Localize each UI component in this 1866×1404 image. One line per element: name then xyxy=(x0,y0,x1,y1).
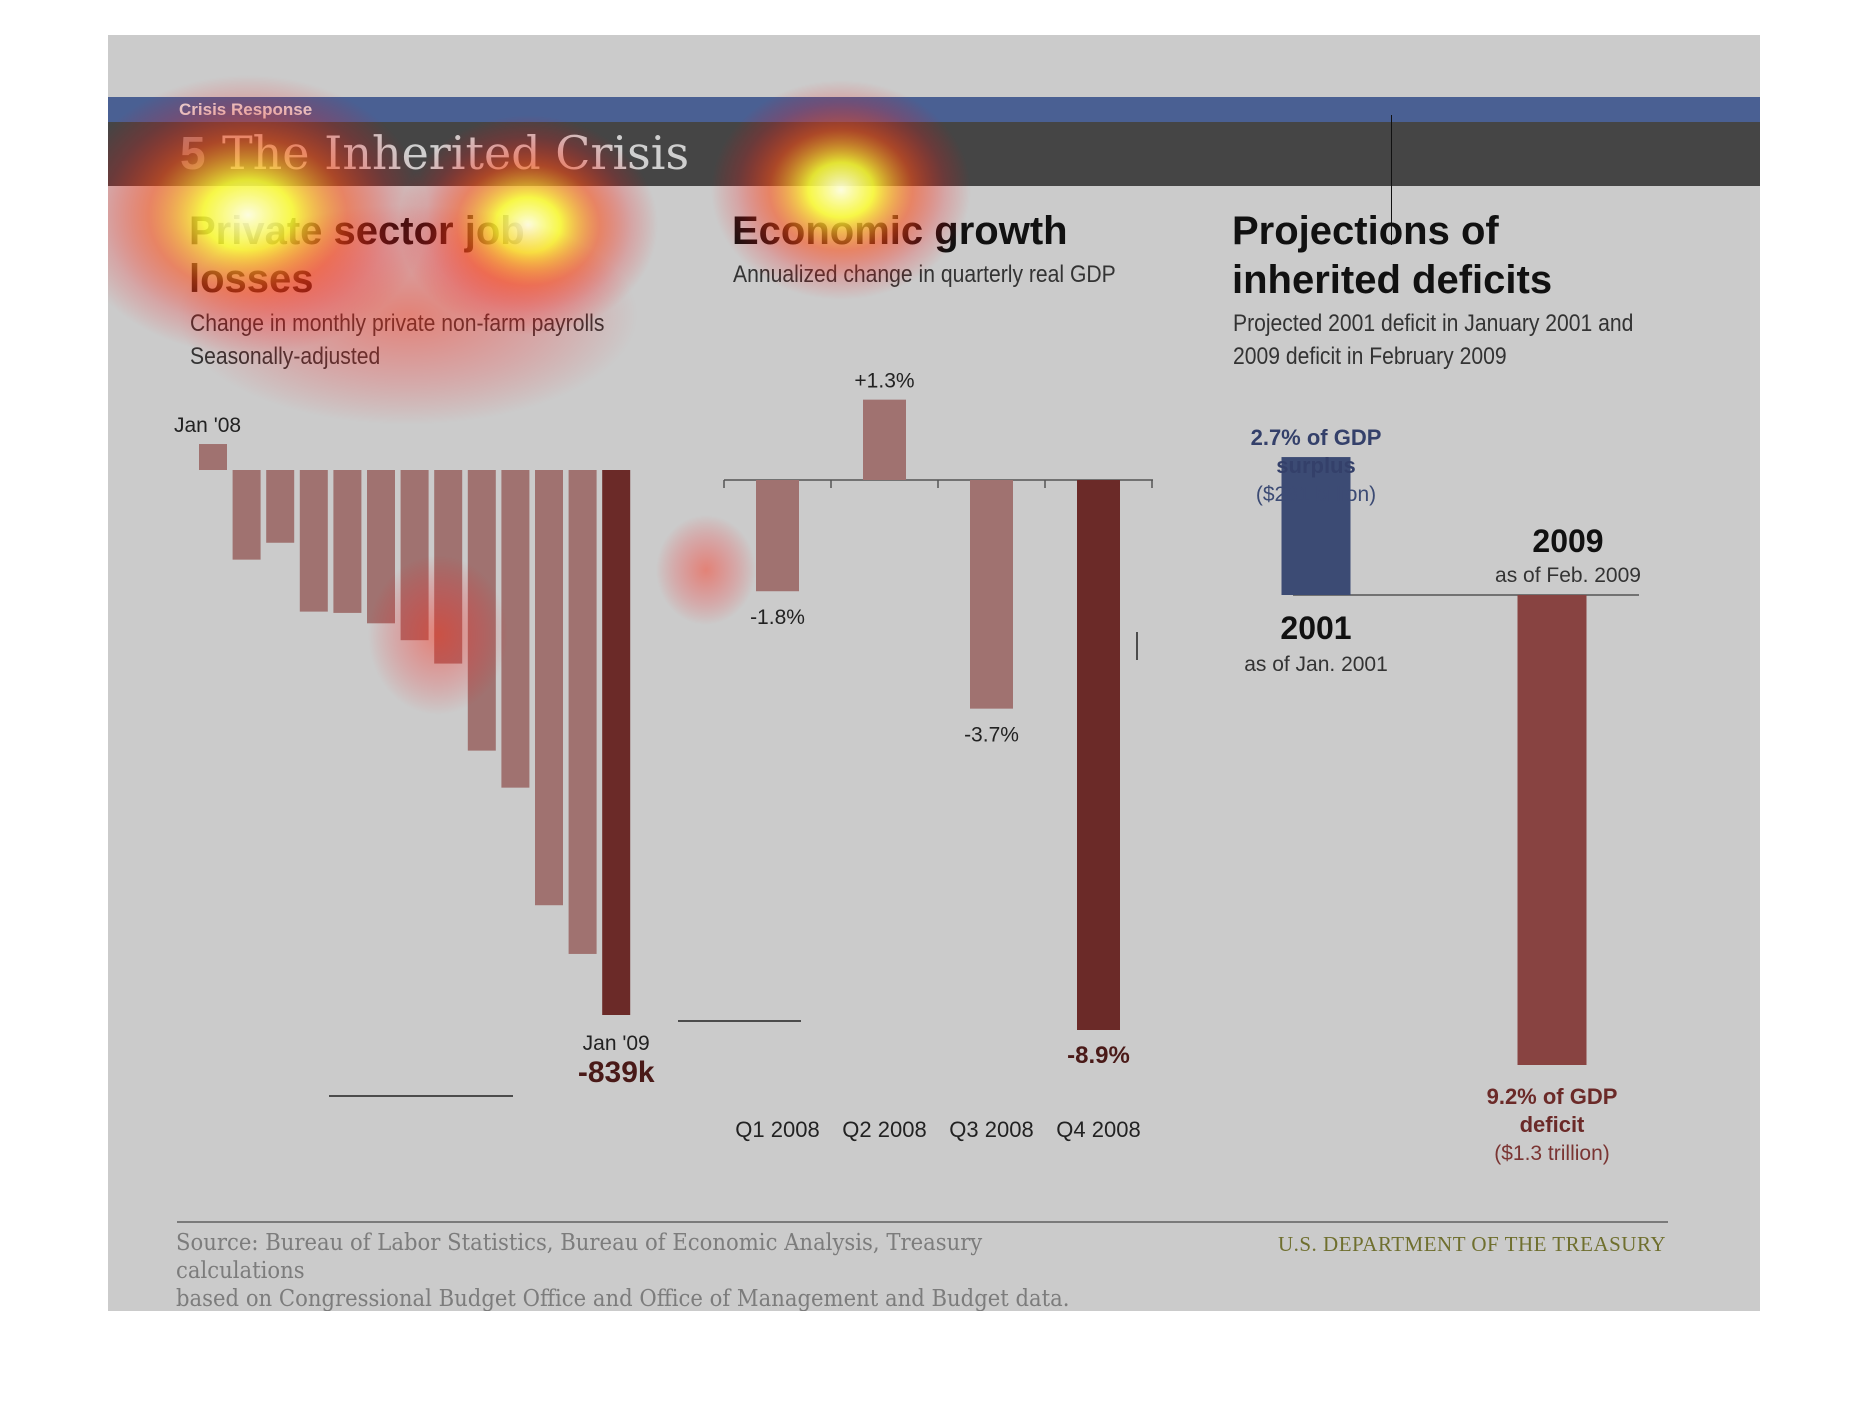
source-line2: based on Congressional Budget Office and… xyxy=(176,1286,1070,1311)
deficit-bar xyxy=(1517,595,1587,1065)
gdp-value-label: -3.7% xyxy=(964,724,1019,747)
gdp-bar xyxy=(756,480,799,592)
start-label: Jan '08 xyxy=(174,414,241,437)
gdp-category-label: Q4 2008 xyxy=(1056,1117,1140,1142)
gdp-value-label: -1.8% xyxy=(750,606,805,629)
job-bar xyxy=(199,444,227,470)
gdp-category-label: Q1 2008 xyxy=(735,1117,819,1142)
job-bar xyxy=(266,470,295,543)
category-2009-note: as of Feb. 2009 xyxy=(1495,564,1641,587)
surplus-label-line1: 2.7% of GDP xyxy=(1251,425,1382,450)
slide: Crisis Response 5 The Inherited Crisis P… xyxy=(108,35,1760,1311)
agency-name: U.S. DEPARTMENT OF THE TREASURY xyxy=(1277,1232,1666,1256)
surplus-label-line3: ($281 billion) xyxy=(1256,483,1376,506)
gdp-value-label: +1.3% xyxy=(854,370,914,393)
gdp-chart: -1.8% Q1 2008 +1.3% Q2 2008 -3.7% Q3 2008 -8.9… xyxy=(723,370,1153,1142)
deficit-label-line3: ($1.3 trillion) xyxy=(1494,1142,1610,1165)
job-bar xyxy=(333,470,362,613)
cursor-line xyxy=(1391,115,1392,245)
footer-rule xyxy=(177,1221,1668,1223)
end-value-label: -839k xyxy=(578,1056,655,1089)
source-note: Source: Bureau of Labor Statistics, Bure… xyxy=(176,1229,1096,1311)
job-bar xyxy=(400,470,429,641)
source-line1: Source: Bureau of Labor Statistics, Bure… xyxy=(176,1230,983,1284)
job-bar xyxy=(535,470,563,906)
deficits-subtitle-line2: 2009 deficit in February 2009 xyxy=(1233,343,1507,370)
deficits-title-line2: inherited deficits xyxy=(1232,258,1553,302)
charts-canvas: Jan '08 Jan '09-839k -1.8% Q1 2008 +1.3% Q2 … xyxy=(174,370,1641,1165)
job-bar xyxy=(568,470,597,954)
job-bar xyxy=(501,470,530,788)
job-bar xyxy=(367,470,395,624)
surplus-label-line2: surplus xyxy=(1276,453,1355,478)
gdp-category-label: Q3 2008 xyxy=(949,1117,1033,1142)
deficit-label-line1: 9.2% of GDP xyxy=(1487,1084,1618,1109)
category-2001-note: as of Jan. 2001 xyxy=(1244,653,1388,676)
gdp-category-label: Q2 2008 xyxy=(842,1117,926,1142)
gdp-bar xyxy=(970,480,1013,709)
category-2009: 2009 xyxy=(1532,523,1603,559)
category-2001: 2001 xyxy=(1280,610,1351,646)
deficit-label-line2: deficit xyxy=(1520,1112,1585,1137)
job-bar xyxy=(467,470,496,751)
gdp-value-label: -8.9% xyxy=(1067,1042,1130,1069)
jobs-chart: Jan '08 Jan '09-839k xyxy=(174,414,655,1089)
deficits-title-line1: Projections of xyxy=(1232,209,1499,253)
job-bar xyxy=(434,470,463,664)
end-label: Jan '09 xyxy=(583,1032,650,1055)
job-bar xyxy=(299,470,328,612)
deficits-subtitle-line1: Projected 2001 deficit in January 2001 a… xyxy=(1233,310,1634,337)
deficit-chart: 2.7% of GDP surplus ($281 billion) 2001 as o… xyxy=(1244,425,1641,1165)
job-bar xyxy=(232,470,261,560)
surplus-bar xyxy=(1281,457,1351,595)
gdp-bar xyxy=(863,399,906,480)
gdp-bar xyxy=(1077,480,1120,1030)
job-bar xyxy=(602,470,631,1015)
